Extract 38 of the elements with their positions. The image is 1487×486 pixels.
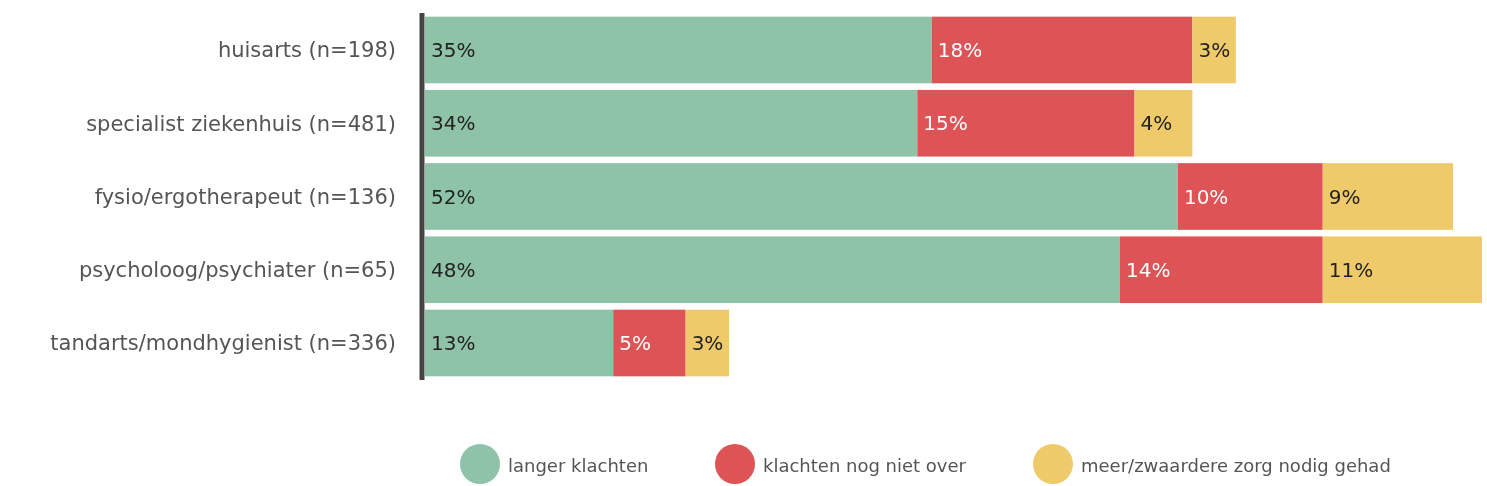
y-tick-label: psycholoog/psychiater (n=65): [78, 258, 396, 283]
bar: [1177, 163, 1323, 230]
bar: [1192, 16, 1236, 84]
data-label: 3%: [1198, 37, 1231, 62]
y-tick-label: fysio/ergotherapeut (n=136): [94, 184, 396, 209]
legend-label: klachten nog niet over: [763, 455, 967, 477]
data-label: 3%: [691, 331, 724, 356]
data-label: 34%: [431, 111, 476, 136]
data-label: 35%: [431, 37, 476, 62]
data-label: 48%: [431, 257, 476, 282]
legend-label: meer/zwaardere zorg nodig gehad: [1081, 455, 1391, 477]
bar: [917, 89, 1135, 157]
bar: [1322, 163, 1454, 230]
data-label: 5%: [619, 331, 651, 356]
data-label: 15%: [923, 111, 968, 136]
data-label: 11%: [1328, 257, 1374, 282]
data-label: 4%: [1140, 111, 1173, 136]
bar: [685, 309, 730, 377]
bar: [425, 309, 614, 377]
y-tick-label: specialist ziekenhuis (n=481): [86, 111, 396, 136]
bar: [425, 163, 1178, 230]
bar: [1134, 89, 1193, 157]
data-label: 13%: [431, 331, 476, 356]
bar: [425, 16, 932, 84]
data-label: 18%: [937, 37, 983, 62]
data-label: 10%: [1183, 184, 1229, 209]
data-label: 14%: [1126, 257, 1171, 282]
bar: [931, 16, 1193, 84]
y-tick-label: huisarts (n=198): [217, 38, 396, 63]
bar: [1322, 236, 1482, 304]
y-tick-label: tandarts/mondhygienist (n=336): [50, 331, 396, 356]
bar: [1120, 236, 1323, 304]
legend-label: langer klachten: [508, 455, 649, 477]
bar: [425, 89, 918, 157]
data-label: 9%: [1328, 184, 1361, 209]
bar: [425, 236, 1121, 304]
data-label: 52%: [431, 184, 476, 209]
bar: [613, 309, 686, 377]
